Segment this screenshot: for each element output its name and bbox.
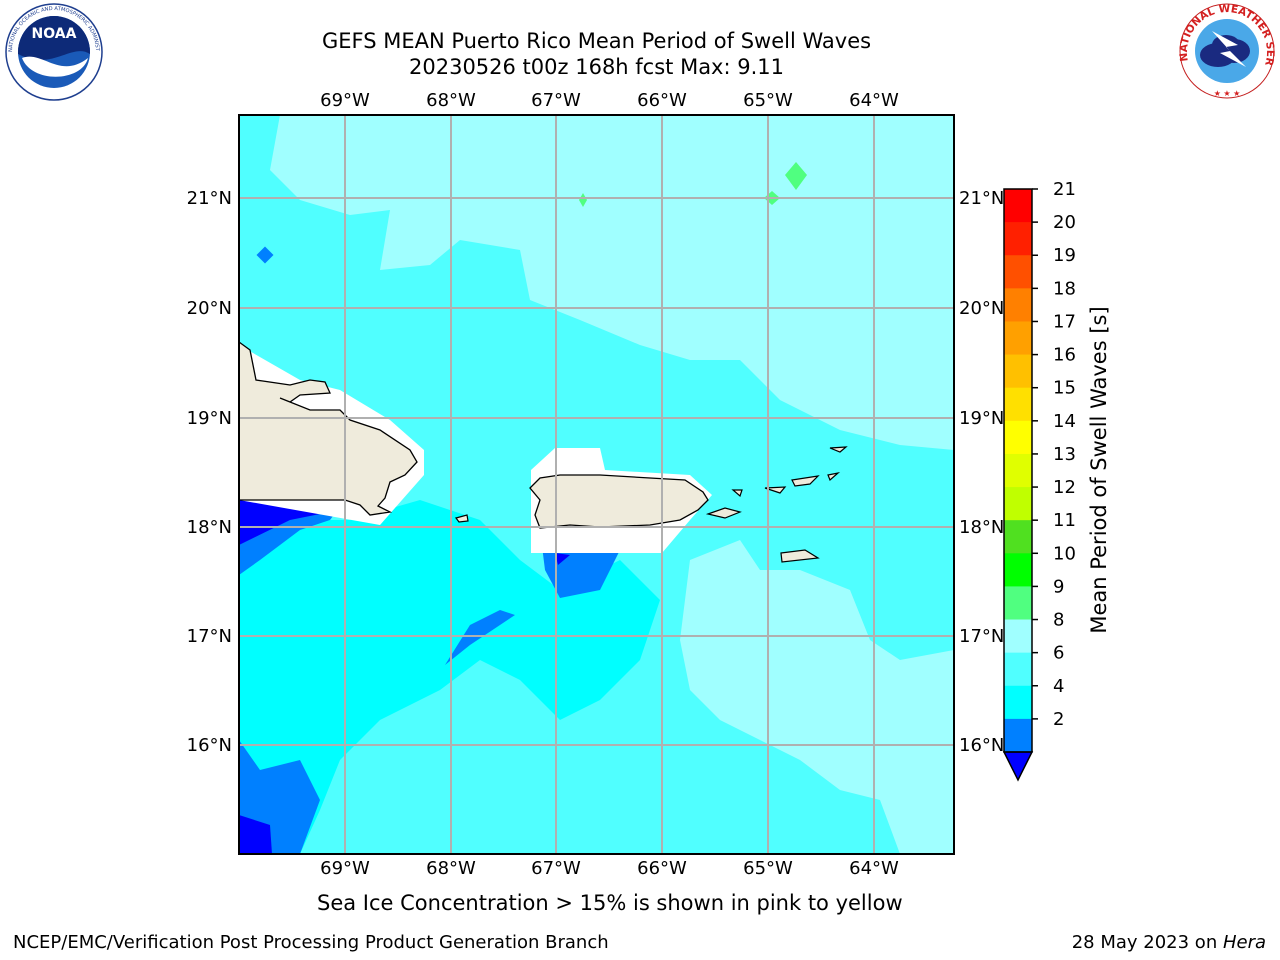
puerto-rico-land [529, 474, 709, 529]
colorbar-tick-label: 16 [1053, 345, 1076, 366]
colorbar-extend [1002, 751, 1034, 782]
colorbar-tick-label: 12 [1053, 477, 1076, 498]
colorbar-tick-label: 17 [1053, 311, 1076, 332]
footer-host: Hera [1222, 932, 1266, 953]
colorbar-tick-label: 4 [1053, 676, 1064, 697]
colorbar-cell [1004, 321, 1032, 356]
colorbar-tick-label: 10 [1053, 543, 1076, 564]
colorbar-tick-label: 13 [1053, 444, 1076, 465]
colorbar-cell [1004, 685, 1032, 720]
colorbar-cell [1004, 387, 1032, 422]
colorbar-cell [1004, 520, 1032, 554]
lon-label-bottom: 64°W [849, 858, 899, 879]
colorbar-cell [1004, 718, 1032, 753]
colorbar: 21 20 19 18 17 16 15 14 13 12 11 10 9 8 6 4 2 Mean Perio… [1002, 179, 1111, 782]
map-frame [238, 114, 955, 855]
map-title: GEFS MEAN Puerto Rico Mean Period of Swe… [321, 29, 872, 53]
lat-label-right: 18°N [959, 517, 1004, 538]
colorbar-tick-label: 6 [1053, 643, 1064, 664]
lon-label-top: 68°W [426, 90, 476, 111]
noaa-logo-text: NOAA [32, 26, 77, 42]
colorbar-cell [1004, 420, 1032, 455]
map-gridlines [239, 115, 954, 854]
lat-label-right: 17°N [959, 626, 1004, 647]
lat-label-left: 18°N [187, 517, 232, 538]
hispaniola-land [239, 341, 418, 516]
footer-left: NCEP/EMC/Verification Post Processing Pr… [13, 932, 609, 953]
lat-label-right: 19°N [959, 408, 1004, 429]
lon-label-bottom: 67°W [531, 858, 581, 879]
svg-text:★ ★ ★: ★ ★ ★ [1214, 89, 1241, 98]
colorbar-cell [1004, 487, 1032, 521]
lat-label-left: 17°N [187, 626, 232, 647]
lon-label-top: 69°W [320, 90, 370, 111]
colorbar-tick-label: 19 [1053, 245, 1076, 266]
wave-contour-8-9-se [680, 540, 954, 854]
colorbar-tick-label: 8 [1053, 610, 1064, 631]
colorbar-tick-label: 21 [1053, 179, 1076, 200]
lon-label-top: 67°W [531, 90, 581, 111]
map-subtitle: 20230526 t00z 168h fcst Max: 9.11 [409, 55, 784, 79]
colorbar-cell [1004, 553, 1032, 587]
colorbar-tick-label: 11 [1053, 510, 1076, 531]
lat-label-right: 20°N [959, 298, 1004, 319]
colorbar-tick-label: 15 [1053, 378, 1076, 399]
colorbar-cell [1004, 619, 1032, 654]
colorbar-cell [1004, 586, 1032, 621]
colorbar-tick-label: 20 [1053, 212, 1076, 233]
colorbar-cell [1004, 288, 1032, 322]
colorbar-tick-label: 2 [1053, 709, 1064, 730]
lat-label-left: 21°N [187, 188, 232, 209]
lon-label-bottom: 69°W [320, 858, 370, 879]
colorbar-tick-label: 9 [1053, 576, 1064, 597]
colorbar-tick-label: 18 [1053, 278, 1076, 299]
lon-label-bottom: 66°W [637, 858, 687, 879]
lon-label-top: 66°W [637, 90, 687, 111]
lon-label-bottom: 65°W [743, 858, 793, 879]
colorbar-cell [1004, 222, 1032, 256]
lat-label-left: 16°N [187, 735, 232, 756]
lon-label-bottom: 68°W [426, 858, 476, 879]
colorbar-cell [1004, 652, 1032, 687]
lat-label-left: 20°N [187, 298, 232, 319]
sea-ice-caption: Sea Ice Concentration > 15% is shown in … [317, 891, 903, 915]
noaa-logo: NOAA NATIONAL OCEANIC AND ATMOSPHERIC AD… [2, 2, 103, 101]
colorbar-cell [1004, 354, 1032, 389]
colorbar-tick-label: 14 [1053, 411, 1076, 432]
footer-date: 28 May 2023 on [1071, 932, 1223, 953]
colorbar-cell [1004, 189, 1032, 223]
lat-label-right: 16°N [959, 735, 1004, 756]
colorbar-label: Mean Period of Swell Waves [s] [1087, 306, 1111, 633]
lat-label-left: 19°N [187, 408, 232, 429]
colorbar-cell [1004, 255, 1032, 289]
lat-label-right: 21°N [959, 188, 1004, 209]
lon-label-top: 64°W [849, 90, 899, 111]
footer-right: 28 May 2023 on Hera [1072, 932, 1266, 953]
nws-logo: NATIONAL WEATHER SERVICE ★ ★ ★ [1176, 1, 1276, 99]
lon-label-top: 65°W [743, 90, 793, 111]
colorbar-cell [1004, 453, 1032, 488]
